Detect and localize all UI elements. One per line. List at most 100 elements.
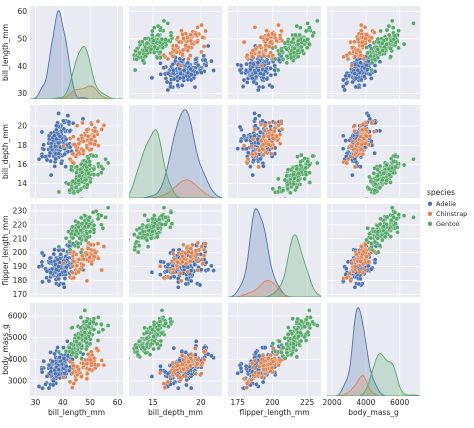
kde-gentoo bbox=[129, 129, 222, 198]
point-adelie-141 bbox=[209, 353, 214, 359]
point-adelie-122 bbox=[188, 385, 194, 391]
point-gentoo-87 bbox=[150, 327, 155, 332]
point-gentoo-94 bbox=[155, 32, 161, 38]
point-gentoo-93 bbox=[95, 172, 101, 177]
point-chinstrap-54 bbox=[180, 32, 185, 37]
point-chinstrap-29 bbox=[80, 120, 85, 126]
x-axis-label: body_mass_g bbox=[348, 408, 399, 417]
point-chinstrap-61 bbox=[195, 240, 201, 246]
point-gentoo-32 bbox=[315, 160, 320, 166]
point-gentoo-21 bbox=[145, 244, 151, 249]
x-tick-label: 15 bbox=[148, 398, 158, 407]
point-adelie-109 bbox=[252, 111, 257, 116]
point-gentoo-121 bbox=[70, 235, 76, 241]
point-gentoo-102 bbox=[295, 316, 300, 322]
point-gentoo-105 bbox=[157, 319, 163, 324]
point-adelie-73 bbox=[369, 76, 374, 81]
point-gentoo-115 bbox=[285, 186, 290, 192]
point-gentoo-93 bbox=[95, 216, 101, 222]
point-chinstrap-53 bbox=[157, 370, 163, 376]
point-chinstrap-46 bbox=[249, 144, 254, 149]
point-chinstrap-56 bbox=[259, 63, 265, 68]
point-chinstrap-36 bbox=[244, 52, 250, 58]
point-adelie-84 bbox=[256, 87, 261, 93]
point-chinstrap-11 bbox=[345, 156, 351, 162]
panel-flipper_length_mm-vs-bill_depth_mm bbox=[129, 204, 222, 297]
point-adelie-80 bbox=[250, 172, 255, 178]
point-chinstrap-64 bbox=[194, 39, 200, 45]
point-adelie-149 bbox=[258, 71, 263, 76]
point-gentoo-123 bbox=[148, 341, 154, 347]
point-chinstrap-39 bbox=[96, 256, 101, 261]
point-gentoo-87 bbox=[91, 227, 97, 232]
point-gentoo-118 bbox=[168, 319, 174, 325]
point-gentoo-111 bbox=[291, 36, 296, 42]
point-chinstrap-36 bbox=[71, 160, 77, 166]
point-adelie-30 bbox=[240, 84, 246, 89]
point-adelie-141 bbox=[256, 113, 262, 118]
point-adelie-104 bbox=[243, 138, 249, 143]
point-chinstrap-36 bbox=[244, 381, 250, 386]
point-adelie-105 bbox=[178, 71, 183, 77]
point-gentoo-121 bbox=[143, 53, 149, 59]
point-gentoo-117 bbox=[159, 330, 165, 336]
point-gentoo-121 bbox=[284, 53, 290, 59]
point-gentoo-118 bbox=[168, 33, 174, 39]
point-gentoo-118 bbox=[392, 33, 398, 39]
point-gentoo-101 bbox=[140, 345, 146, 350]
point-gentoo-122 bbox=[380, 237, 385, 243]
point-gentoo-100 bbox=[307, 41, 312, 47]
point-gentoo-120 bbox=[280, 345, 286, 350]
point-chinstrap-15 bbox=[183, 261, 189, 267]
point-adelie-127 bbox=[248, 66, 253, 72]
point-chinstrap-36 bbox=[344, 275, 350, 281]
point-chinstrap-51 bbox=[174, 43, 179, 48]
point-chinstrap-53 bbox=[256, 370, 261, 376]
point-adelie-102 bbox=[184, 382, 189, 388]
point-gentoo-123 bbox=[77, 236, 82, 241]
point-chinstrap-22 bbox=[372, 30, 377, 35]
point-gentoo-89 bbox=[365, 225, 370, 231]
point-gentoo-122 bbox=[144, 237, 150, 243]
point-gentoo-103 bbox=[154, 341, 160, 347]
point-chinstrap-32 bbox=[101, 362, 107, 368]
point-adelie-118 bbox=[203, 63, 209, 68]
point-adelie-122 bbox=[241, 77, 247, 83]
point-chinstrap-15 bbox=[183, 374, 189, 379]
panel-content bbox=[327, 306, 420, 396]
point-gentoo-120 bbox=[67, 345, 72, 350]
point-gentoo-113 bbox=[155, 23, 161, 29]
point-adelie-104 bbox=[243, 363, 249, 369]
point-gentoo-32 bbox=[389, 18, 395, 24]
point-adelie-116 bbox=[237, 67, 243, 73]
point-gentoo-85 bbox=[99, 213, 104, 218]
point-chinstrap-24 bbox=[193, 371, 199, 377]
point-chinstrap-47 bbox=[170, 270, 176, 276]
point-adelie-142 bbox=[199, 70, 204, 75]
point-gentoo-24 bbox=[290, 316, 295, 321]
point-chinstrap-60 bbox=[200, 261, 205, 267]
point-gentoo-117 bbox=[298, 330, 303, 336]
point-chinstrap-47 bbox=[249, 54, 255, 59]
point-adelie-34 bbox=[65, 339, 70, 344]
point-gentoo-6 bbox=[78, 249, 84, 255]
point-chinstrap-66 bbox=[186, 249, 191, 255]
point-gentoo-89 bbox=[294, 354, 300, 360]
point-chinstrap-67 bbox=[88, 357, 93, 363]
point-chinstrap-17 bbox=[203, 28, 208, 34]
point-adelie-136 bbox=[171, 67, 176, 73]
point-gentoo-76 bbox=[369, 46, 374, 51]
point-chinstrap-1 bbox=[179, 278, 184, 284]
point-gentoo-118 bbox=[168, 210, 174, 215]
point-adelie-71 bbox=[158, 272, 163, 277]
point-chinstrap-66 bbox=[186, 359, 191, 365]
point-adelie-119 bbox=[57, 355, 62, 360]
point-adelie-124 bbox=[55, 345, 60, 350]
point-gentoo-6 bbox=[375, 249, 381, 255]
panel-content bbox=[235, 111, 320, 198]
point-gentoo-104 bbox=[78, 228, 84, 233]
point-gentoo-116 bbox=[82, 330, 88, 335]
point-adelie-146 bbox=[52, 247, 57, 252]
point-gentoo-123 bbox=[375, 236, 381, 241]
point-chinstrap-53 bbox=[256, 164, 261, 170]
